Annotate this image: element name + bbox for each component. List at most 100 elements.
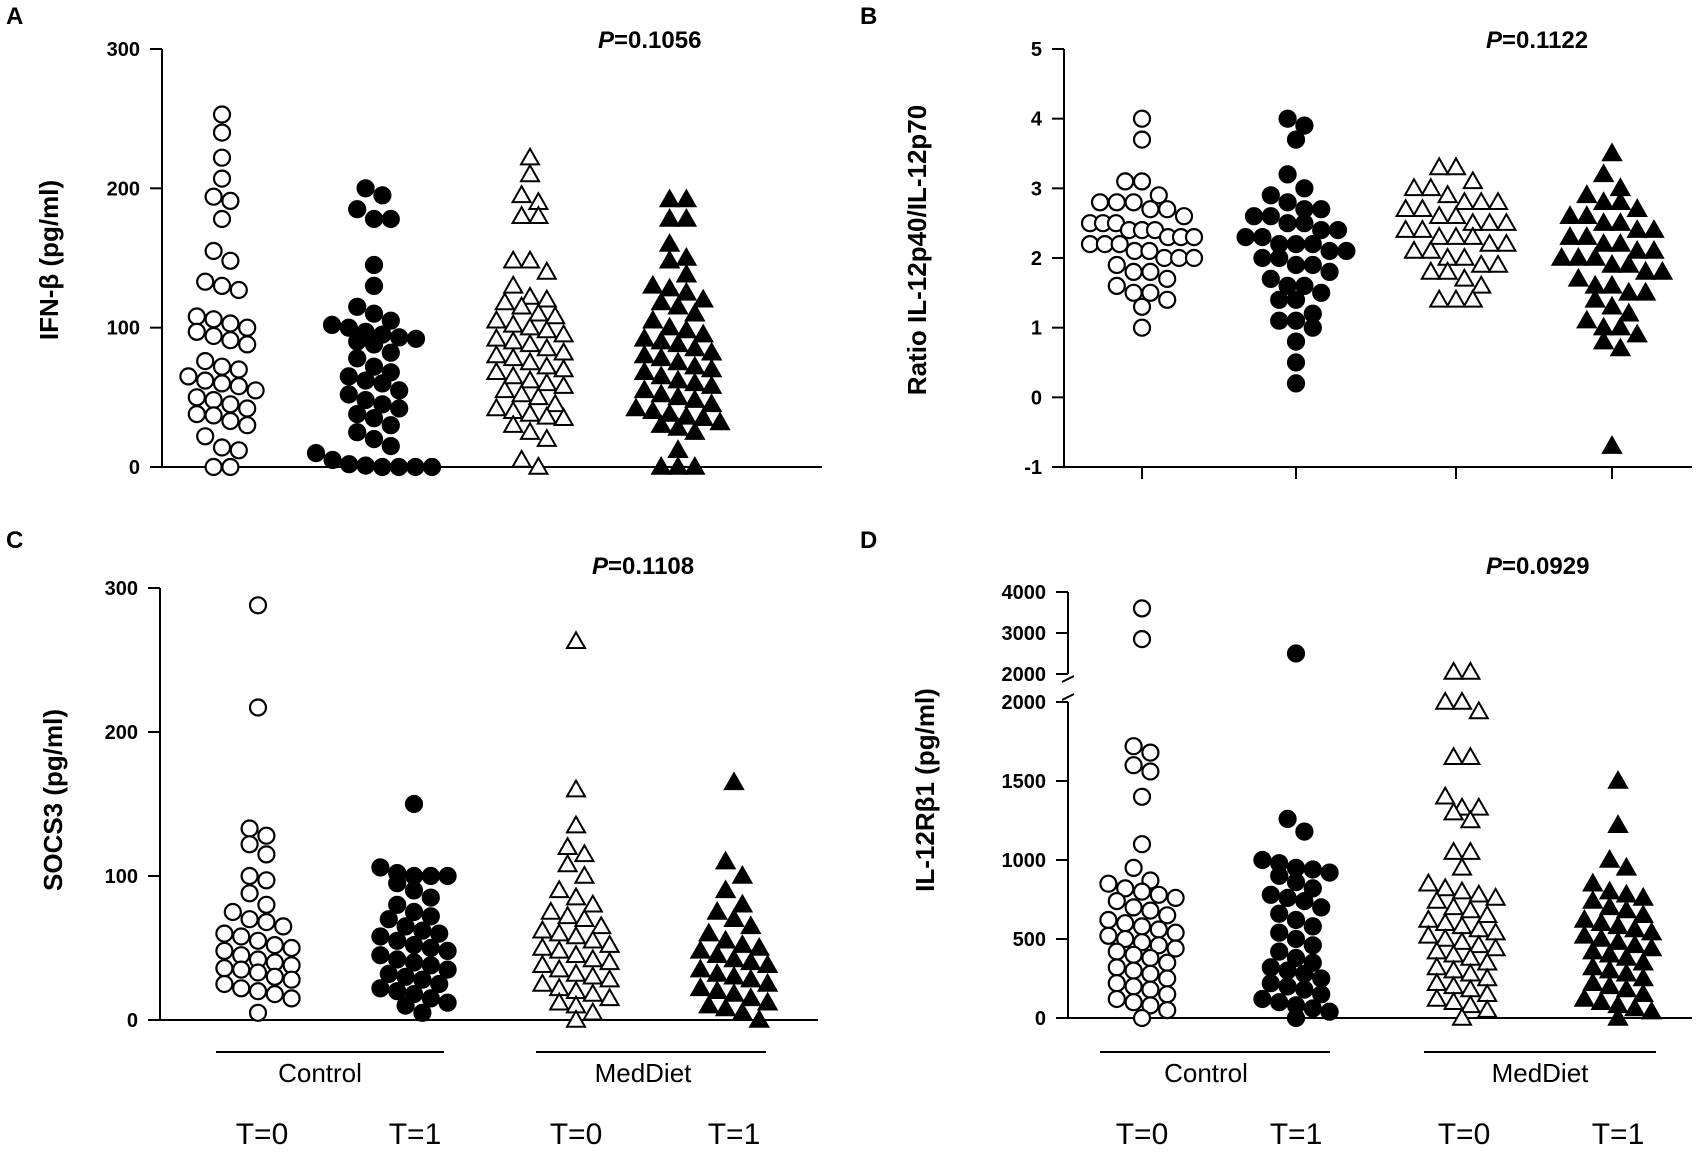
point-b-s0-10 [1174, 207, 1194, 226]
point-a-s2-27 [502, 347, 524, 367]
point-b-s3-8 [1576, 205, 1598, 224]
point-d-s0-17 [1141, 901, 1160, 920]
point-a-s2-17 [502, 313, 524, 333]
point-a-s1-32 [381, 416, 400, 435]
point-a-s2-36 [494, 379, 516, 399]
point-b-s2-34 [1445, 288, 1467, 308]
point-d-s3-28 [1615, 962, 1638, 982]
point-a-s0-32 [187, 405, 206, 424]
point-a-s0-14 [221, 314, 240, 333]
point-c-s3-27 [698, 994, 720, 1014]
point-c-s3-17 [689, 958, 712, 978]
point-a-s1-3 [364, 209, 384, 229]
point-a-s0-29 [204, 391, 223, 410]
point-a-s2-5 [527, 205, 550, 224]
point-b-s3-20 [1567, 246, 1590, 266]
point-a-s2-43 [536, 405, 558, 425]
point-a-s2-25 [552, 341, 575, 361]
point-d-s2-20 [1426, 890, 1448, 909]
point-a-s2-2 [510, 184, 533, 204]
y-tick-d-lower-4-label: 2000 [1002, 692, 1047, 714]
point-a-s3-45 [650, 414, 672, 433]
point-b-s1-20 [1320, 241, 1339, 261]
point-c-s1-1 [371, 858, 390, 877]
point-b-s3-11 [1626, 219, 1648, 238]
point-a-s3-30 [650, 365, 672, 385]
point-a-s2-35 [552, 375, 575, 394]
point-a-s2-23 [519, 333, 541, 353]
point-c-s3-5 [706, 900, 728, 920]
point-a-s2-6 [502, 249, 524, 269]
point-a-s2-21 [485, 327, 508, 347]
group-label-meddiet-c: MedDiet [595, 1058, 693, 1088]
point-a-s1-40 [373, 457, 392, 477]
point-b-s1-18 [1286, 235, 1306, 254]
point-d-s3-14 [1607, 915, 1629, 935]
point-c-s1-33 [421, 989, 440, 1008]
point-b-s1-11 [1278, 214, 1297, 233]
point-d-s0-25 [1116, 929, 1135, 949]
axis-break-mark-1 [1061, 675, 1075, 683]
y-axis-label-d: IL-12Rβ1 (pg/ml) [910, 688, 940, 892]
point-d-s1-17 [1303, 917, 1322, 936]
point-b-s3-37 [1626, 323, 1648, 343]
point-b-s0-20 [1080, 235, 1100, 254]
point-b-s1-4 [1295, 179, 1314, 198]
point-c-s0-0 [248, 596, 268, 615]
point-a-s3-32 [684, 372, 706, 392]
point-d-s1-36 [1320, 1002, 1339, 1021]
point-d-s2-13 [1459, 841, 1482, 860]
point-b-s0-27 [1184, 248, 1204, 268]
point-b-s1-34 [1270, 311, 1289, 330]
point-c-s3-23 [706, 980, 728, 999]
point-a-s1-20 [364, 357, 384, 376]
point-b-s1-19 [1303, 235, 1322, 254]
y-axis-label-a: IFN-β (pg/ml) [34, 180, 64, 340]
point-a-s2-14 [527, 302, 550, 322]
point-d-s1-14 [1312, 898, 1331, 917]
point-a-s3-43 [692, 407, 714, 426]
point-b-s0-9 [1158, 200, 1177, 219]
point-d-s1-11 [1261, 885, 1280, 904]
point-d-s2-50 [1451, 1006, 1473, 1026]
point-d-s0-15 [1107, 891, 1126, 911]
point-b-s1-31 [1270, 290, 1289, 309]
point-c-s1-10 [404, 902, 424, 922]
point-a-s3-13 [667, 295, 689, 315]
point-c-s0-1 [248, 698, 268, 717]
point-a-s2-16 [485, 309, 508, 329]
point-b-s3-38 [1592, 330, 1615, 350]
point-a-s3-11 [692, 288, 714, 308]
y-ticks-d: 0 500 1000 1500 2000 2000 3000 4000 [1002, 582, 1068, 1030]
point-d-s1-29 [1278, 977, 1297, 996]
point-c-s2-2 [565, 814, 587, 834]
point-b-s3-17 [1626, 239, 1648, 259]
point-a-s3-37 [684, 389, 706, 408]
point-a-s3-4 [658, 233, 681, 252]
point-a-s1-18 [381, 343, 400, 362]
point-a-s1-39 [356, 456, 375, 475]
point-b-s3-21 [1584, 246, 1606, 266]
point-d-s0-18 [1158, 906, 1177, 925]
point-a-s0-20 [196, 352, 215, 371]
point-d-s1-30 [1295, 980, 1314, 999]
time-label-d-4: T=1 [1592, 1118, 1645, 1151]
point-b-s1-6 [1278, 193, 1297, 212]
point-b-s0-4 [1149, 186, 1168, 205]
time-label-d-2: T=1 [1270, 1118, 1323, 1151]
point-b-s2-27 [1470, 253, 1492, 273]
point-a-s0-35 [238, 416, 257, 435]
point-b-s3-40 [1601, 435, 1623, 454]
point-c-s3-3 [714, 879, 737, 899]
point-c-s2-29 [531, 972, 554, 992]
point-b-s2-11 [1428, 205, 1450, 224]
point-a-s2-42 [519, 403, 541, 422]
point-a-s0-9 [196, 272, 215, 291]
point-b-s2-5 [1436, 184, 1459, 204]
point-d-s0-36 [1158, 969, 1177, 988]
point-d-s0-1 [1132, 629, 1152, 649]
point-d-s3-33 [1632, 983, 1654, 1002]
point-c-s0-27 [265, 967, 284, 986]
p-value-c: P=0.1108 [592, 553, 694, 580]
point-b-s0-22 [1110, 235, 1129, 254]
